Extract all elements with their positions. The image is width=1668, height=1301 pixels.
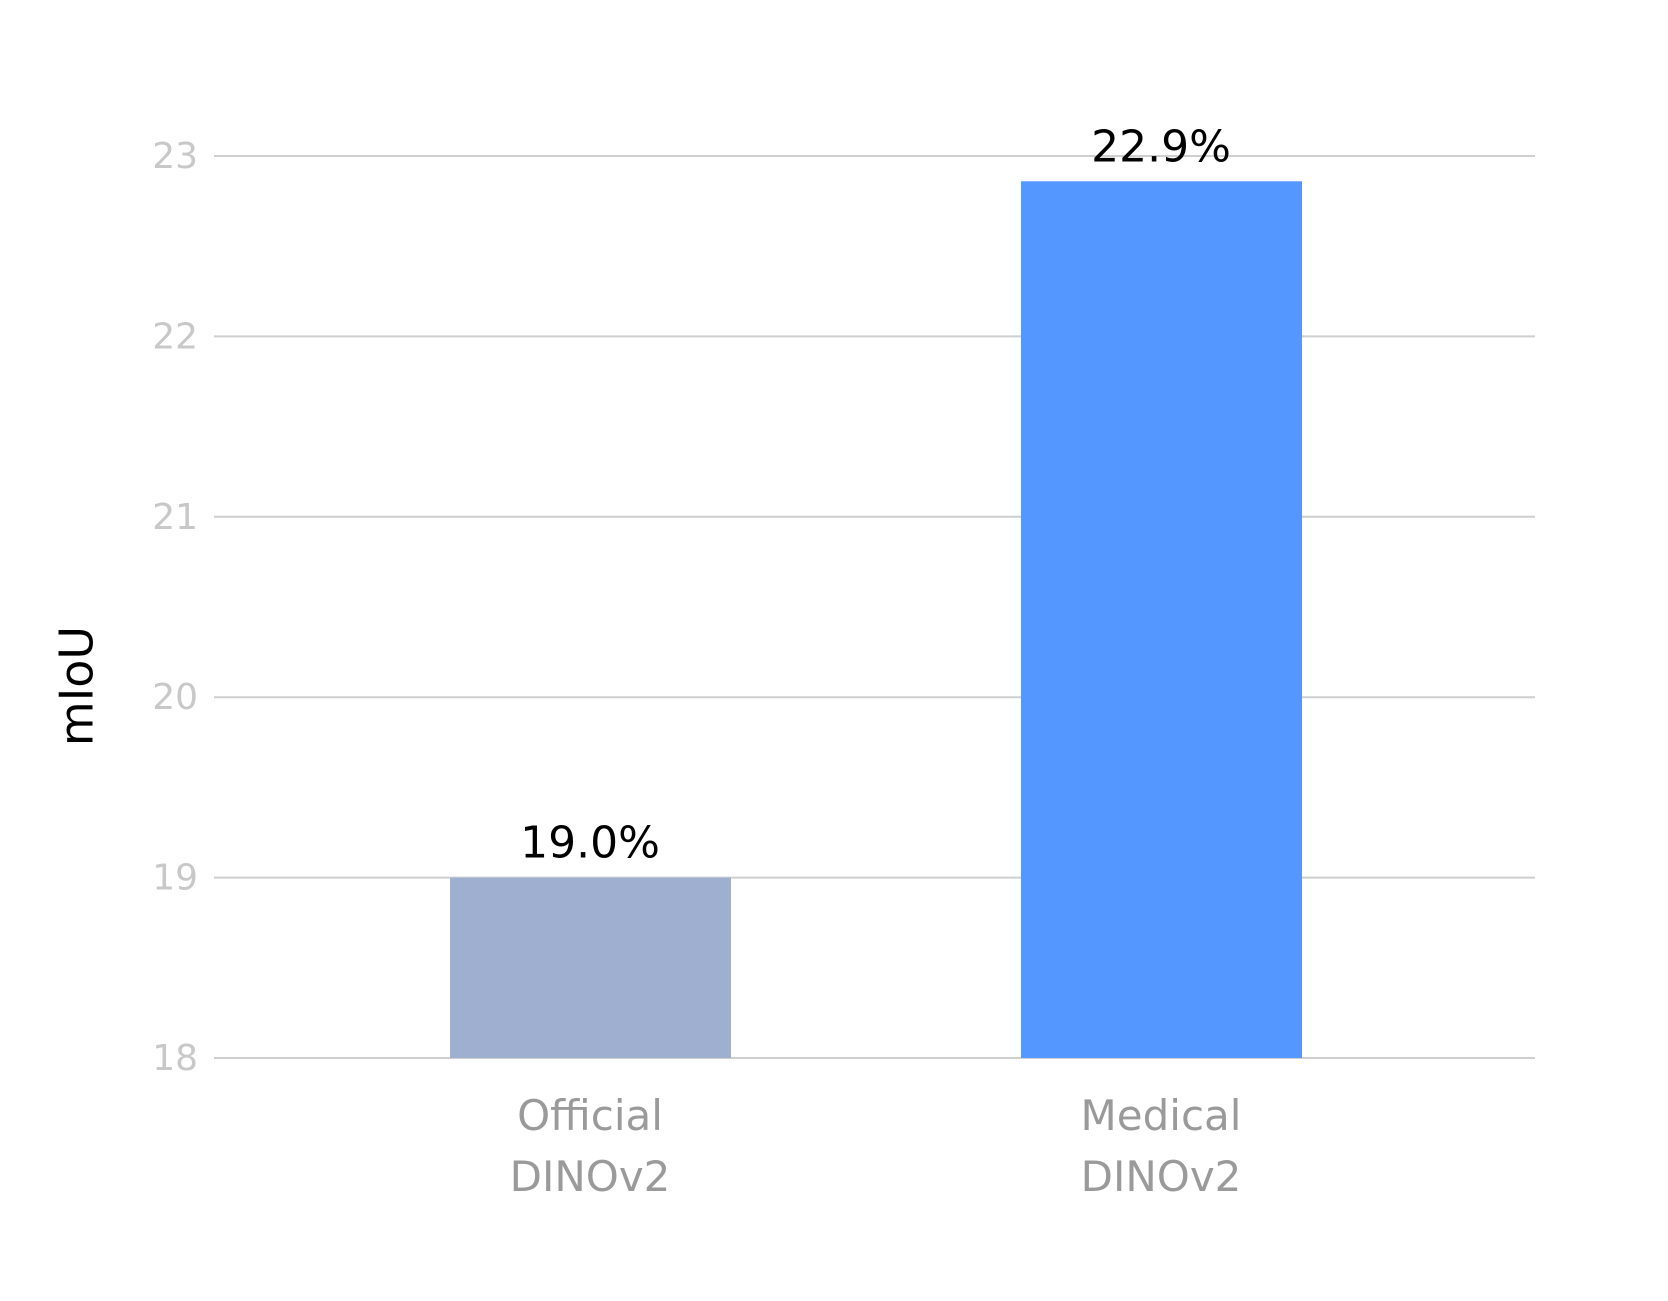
x-tick-label: Official DINOv2 [510, 1091, 671, 1201]
y-tick-label: 23 [152, 136, 198, 177]
value-label: 22.9% [1091, 121, 1231, 172]
y-axis-label: mIoU [50, 626, 104, 746]
bar [450, 877, 731, 1058]
y-tick-label: 18 [152, 1038, 198, 1079]
bar [1021, 181, 1302, 1059]
y-tick-label: 22 [152, 316, 198, 357]
x-tick-label: Medical DINOv2 [1081, 1091, 1242, 1201]
y-tick-label: 21 [152, 497, 198, 538]
y-tick-label: 20 [152, 677, 198, 718]
y-tick-label: 19 [152, 858, 198, 899]
value-label: 19.0% [520, 818, 660, 869]
